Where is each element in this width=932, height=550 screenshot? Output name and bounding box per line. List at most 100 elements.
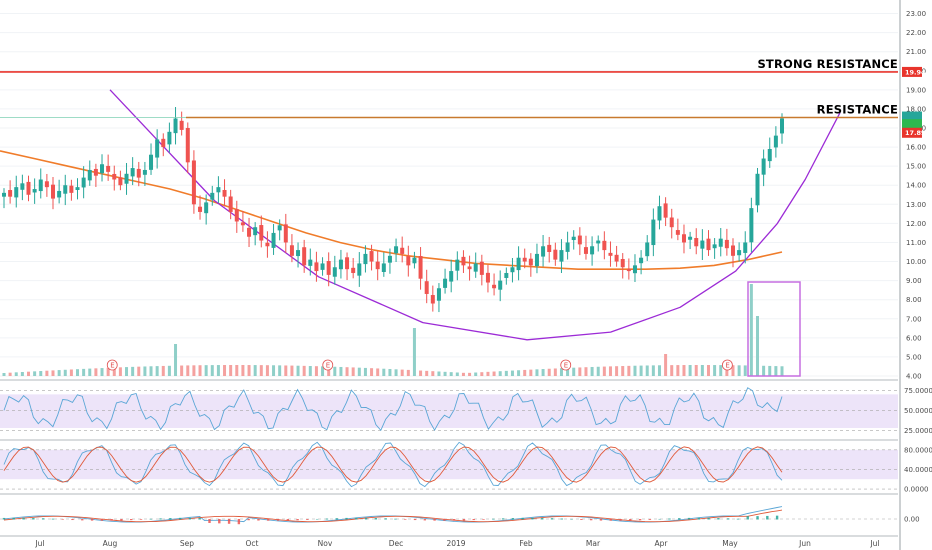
macd-histogram-bar	[550, 518, 554, 520]
volume-bar	[45, 370, 49, 376]
volume-bar	[615, 366, 619, 376]
volume-bars	[2, 284, 784, 376]
volume-bar	[657, 365, 661, 376]
macd-histogram-bar	[472, 519, 475, 521]
price-tags: 19.94 17.89	[902, 66, 926, 138]
earnings-label: E	[110, 362, 114, 370]
candle-body	[424, 281, 429, 294]
candle-body	[614, 254, 619, 262]
volume-bar	[376, 368, 380, 376]
macd-histogram-bar	[404, 519, 407, 520]
x-tick-label: Jul	[869, 539, 879, 548]
candle-body	[314, 262, 319, 272]
annotations: STRONG RESISTANCE RESISTANCE	[757, 57, 898, 117]
volume-bar	[8, 372, 12, 376]
x-tick-label: May	[722, 539, 738, 548]
candle-body	[149, 154, 154, 170]
macd-line	[3, 509, 783, 523]
macd-histogram-bar	[61, 519, 64, 520]
candle-body	[38, 179, 43, 192]
candle-body	[553, 249, 558, 260]
candle-body	[620, 259, 625, 268]
panel-tick-label: 40.0000	[904, 466, 932, 474]
volume-bar	[670, 365, 674, 376]
panel-band	[0, 394, 898, 428]
candle-body	[296, 250, 301, 257]
macd-histogram-bar	[130, 519, 133, 521]
volume-bar	[468, 372, 472, 376]
volume-bar	[510, 370, 514, 376]
price-tick-label: 23.00	[906, 10, 926, 18]
candle-body	[632, 265, 637, 274]
volume-bar	[137, 366, 141, 376]
macd-histogram-bar	[462, 519, 466, 521]
candle-body	[93, 168, 98, 176]
macd-histogram-bar	[2, 517, 6, 520]
volume-bar	[541, 369, 545, 376]
volume-bar	[204, 365, 208, 376]
volume-bar	[265, 365, 269, 376]
candle-body	[351, 267, 356, 273]
volume-bar	[608, 366, 612, 376]
annotation-strong-resistance: STRONG RESISTANCE	[757, 57, 898, 71]
candle-body	[577, 235, 582, 245]
candle-body	[253, 227, 258, 236]
candle-body	[210, 192, 215, 200]
price-tick-label: 21.00	[906, 48, 926, 56]
volume-bar	[216, 365, 220, 376]
candle-body	[271, 232, 276, 248]
price-tick-label: 15.00	[906, 163, 926, 171]
macd-histogram-bar	[364, 517, 368, 520]
price-tick-label: 22.00	[906, 29, 926, 37]
price-tick-label: 13.00	[906, 201, 926, 209]
candle-body	[755, 173, 760, 206]
candle-body	[32, 189, 37, 193]
volume-bar	[633, 365, 637, 376]
price-tick-label: 10.00	[906, 258, 926, 266]
candle-body	[69, 185, 74, 193]
volume-bar	[284, 365, 288, 376]
candle-body	[185, 127, 190, 163]
volume-bar	[14, 372, 18, 376]
candle-body	[749, 208, 754, 243]
volume-highlight-box	[747, 281, 801, 377]
candle-body	[277, 225, 282, 231]
candle-body	[302, 247, 307, 266]
macd-histogram-bar	[257, 519, 260, 521]
volume-bar	[33, 371, 37, 376]
candle-body	[394, 246, 399, 254]
macd-histogram-bar	[81, 519, 84, 521]
volume-bar	[388, 369, 392, 376]
volume-bar	[69, 369, 73, 376]
volume-bar	[51, 370, 55, 376]
candle-body	[51, 184, 56, 199]
panel-tick-label: 25.0000	[904, 427, 932, 435]
candle-body	[320, 263, 325, 270]
candle-body	[583, 247, 588, 254]
macd-histogram-bar	[237, 519, 241, 525]
candle-body	[283, 224, 288, 243]
macd-histogram-bar	[345, 517, 348, 520]
candle-body	[240, 222, 245, 226]
price-tag	[902, 66, 922, 77]
volume-bar	[327, 366, 331, 376]
candle-body	[75, 187, 80, 191]
macd-histogram-bar	[697, 517, 701, 520]
volume-bar	[419, 370, 423, 376]
price-tick-label: 12.00	[906, 220, 926, 228]
candle-body	[430, 295, 435, 304]
volume-bar	[272, 365, 276, 376]
candle-body	[400, 247, 405, 254]
earnings-icon	[106, 359, 118, 371]
volume-bar	[333, 366, 337, 376]
volume-bar	[161, 365, 165, 376]
volume-bar	[676, 365, 680, 376]
volume-bar	[725, 365, 729, 376]
macd-histogram-bar	[335, 518, 338, 520]
volume-bar	[143, 366, 147, 376]
macd-histogram-bar	[766, 515, 769, 520]
candle-body	[20, 183, 25, 190]
volume-bar	[621, 366, 625, 376]
candle-body	[767, 148, 772, 162]
